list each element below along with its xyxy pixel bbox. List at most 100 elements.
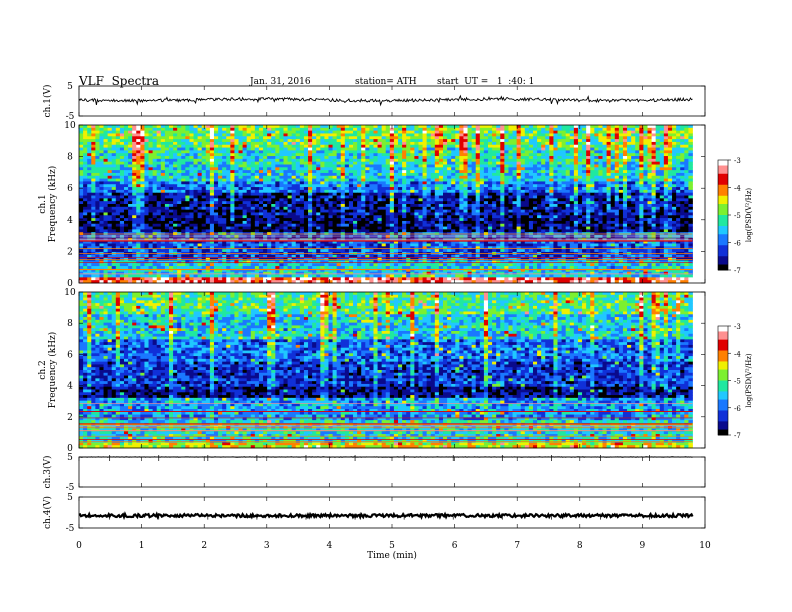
spectrogram-cell xyxy=(586,215,591,219)
spectrogram-cell xyxy=(606,187,612,191)
spectrogram-cell xyxy=(348,127,354,132)
spectrogram-cell xyxy=(573,144,579,148)
spectrogram-cell xyxy=(250,189,256,194)
spectrogram-cell xyxy=(152,204,158,208)
spectrogram-cell xyxy=(320,192,325,196)
spectrogram-cell xyxy=(295,147,301,151)
spectrogram-cell xyxy=(643,156,648,160)
spectrogram-cell xyxy=(487,127,493,132)
spectrogram-cell xyxy=(173,167,178,171)
spectrogram-cell xyxy=(308,201,313,205)
spectrogram-cell xyxy=(373,144,378,148)
spectrogram-cell xyxy=(631,184,636,188)
spectrogram-cell xyxy=(586,139,591,143)
spectrogram-cell xyxy=(684,158,689,163)
spectrogram-cell xyxy=(402,164,407,168)
spectrogram-cell xyxy=(643,133,648,137)
spectrogram-cell xyxy=(308,158,313,163)
spectrogram-cell xyxy=(659,204,665,208)
spectrogram-cell xyxy=(643,153,648,157)
spectrogram-cell xyxy=(389,192,395,196)
spectrogram-cell xyxy=(79,153,84,157)
spectrogram-cell xyxy=(389,209,395,213)
spectrogram-cell xyxy=(393,170,399,174)
spectrogram-cell xyxy=(684,189,689,194)
spectrogram-cell xyxy=(549,130,554,134)
spectrogram-cell xyxy=(107,158,113,163)
spectrogram-cell xyxy=(136,153,141,157)
spectrogram-cell xyxy=(254,212,260,216)
spectrogram-cell xyxy=(541,192,546,196)
spectrogram-cell xyxy=(275,209,280,213)
spectrogram-cell xyxy=(455,198,460,202)
spectrogram-cell xyxy=(565,206,571,211)
spectrogram-cell xyxy=(447,125,452,129)
spectrogram-cell xyxy=(287,125,293,129)
spectrogram-cell xyxy=(655,206,661,211)
spectrogram-cell xyxy=(173,141,178,146)
spectrogram-cell xyxy=(393,139,399,143)
spectrogram-cell xyxy=(287,204,293,208)
spectrogram-cell xyxy=(250,195,256,199)
spectrogram-cell xyxy=(336,127,342,132)
spectrogram-cell xyxy=(373,212,378,216)
spectrogram-cell xyxy=(381,181,387,185)
spectrogram-cell xyxy=(222,181,227,185)
spectrogram-cell xyxy=(340,164,346,168)
spectrogram-cell xyxy=(622,198,628,202)
spectrogram-cell xyxy=(430,147,436,151)
spectrogram-cell xyxy=(663,130,669,134)
spectrogram-cell xyxy=(663,172,669,177)
spectrogram-cell xyxy=(168,158,174,163)
spectrogram-cell xyxy=(520,209,526,213)
spectrogram-cell xyxy=(569,209,575,213)
spectrogram-cell xyxy=(160,206,166,211)
spectrogram-cell xyxy=(381,215,387,219)
spectrogram-cell xyxy=(451,181,456,185)
spectrogram-cell xyxy=(635,130,640,134)
spectrogram-cell xyxy=(177,184,182,188)
spectrogram-cell xyxy=(610,198,616,202)
spectrogram-cell xyxy=(95,144,100,148)
spectrogram-cell xyxy=(181,175,186,180)
spectrogram-cell xyxy=(295,141,301,146)
spectrogram-cell xyxy=(373,184,378,188)
spectrogram-cell xyxy=(381,156,387,160)
spectrogram-cell xyxy=(414,212,419,216)
spectrogram-cell xyxy=(512,209,518,213)
spectrogram-cell xyxy=(168,133,174,137)
spectrogram-cell xyxy=(308,215,313,219)
spectrogram-cell xyxy=(627,198,632,202)
spectrogram-cell xyxy=(410,156,415,160)
spectrogram-cell xyxy=(140,215,145,219)
spectrogram-cell xyxy=(455,133,460,137)
spectrogram-cell xyxy=(140,153,145,157)
spectrogram-cell xyxy=(263,175,268,180)
spectrogram-cell xyxy=(213,150,219,154)
spectrogram-cell xyxy=(410,158,415,163)
spectrogram-cell xyxy=(168,178,174,182)
spectrogram-cell xyxy=(455,178,460,182)
spectrogram-cell xyxy=(119,130,125,134)
spectrogram-cell xyxy=(627,170,632,174)
spectrogram-cell xyxy=(222,206,227,211)
spectrogram-cell xyxy=(573,130,579,134)
spectrogram-cell xyxy=(667,153,673,157)
spectrogram-cell xyxy=(606,209,612,213)
spectrogram-cell xyxy=(303,172,309,177)
spectrogram-cell xyxy=(353,130,358,134)
spectrogram-cell xyxy=(328,204,333,208)
spectrogram-cell xyxy=(328,192,333,196)
spectrogram-cell xyxy=(275,153,280,157)
spectrogram-cell xyxy=(398,150,403,154)
spectrogram-cell xyxy=(398,125,403,129)
spectrogram-cell xyxy=(295,153,301,157)
spectrogram-cell xyxy=(487,144,493,148)
spectrogram-cell xyxy=(83,187,88,191)
spectrogram-cell xyxy=(234,195,239,199)
spectrogram-cell xyxy=(119,153,125,157)
spectrogram-cell xyxy=(181,212,186,216)
spectrogram-cell xyxy=(627,212,632,216)
spectrogram-cell xyxy=(663,195,669,199)
spectrogram-cell xyxy=(434,212,440,216)
